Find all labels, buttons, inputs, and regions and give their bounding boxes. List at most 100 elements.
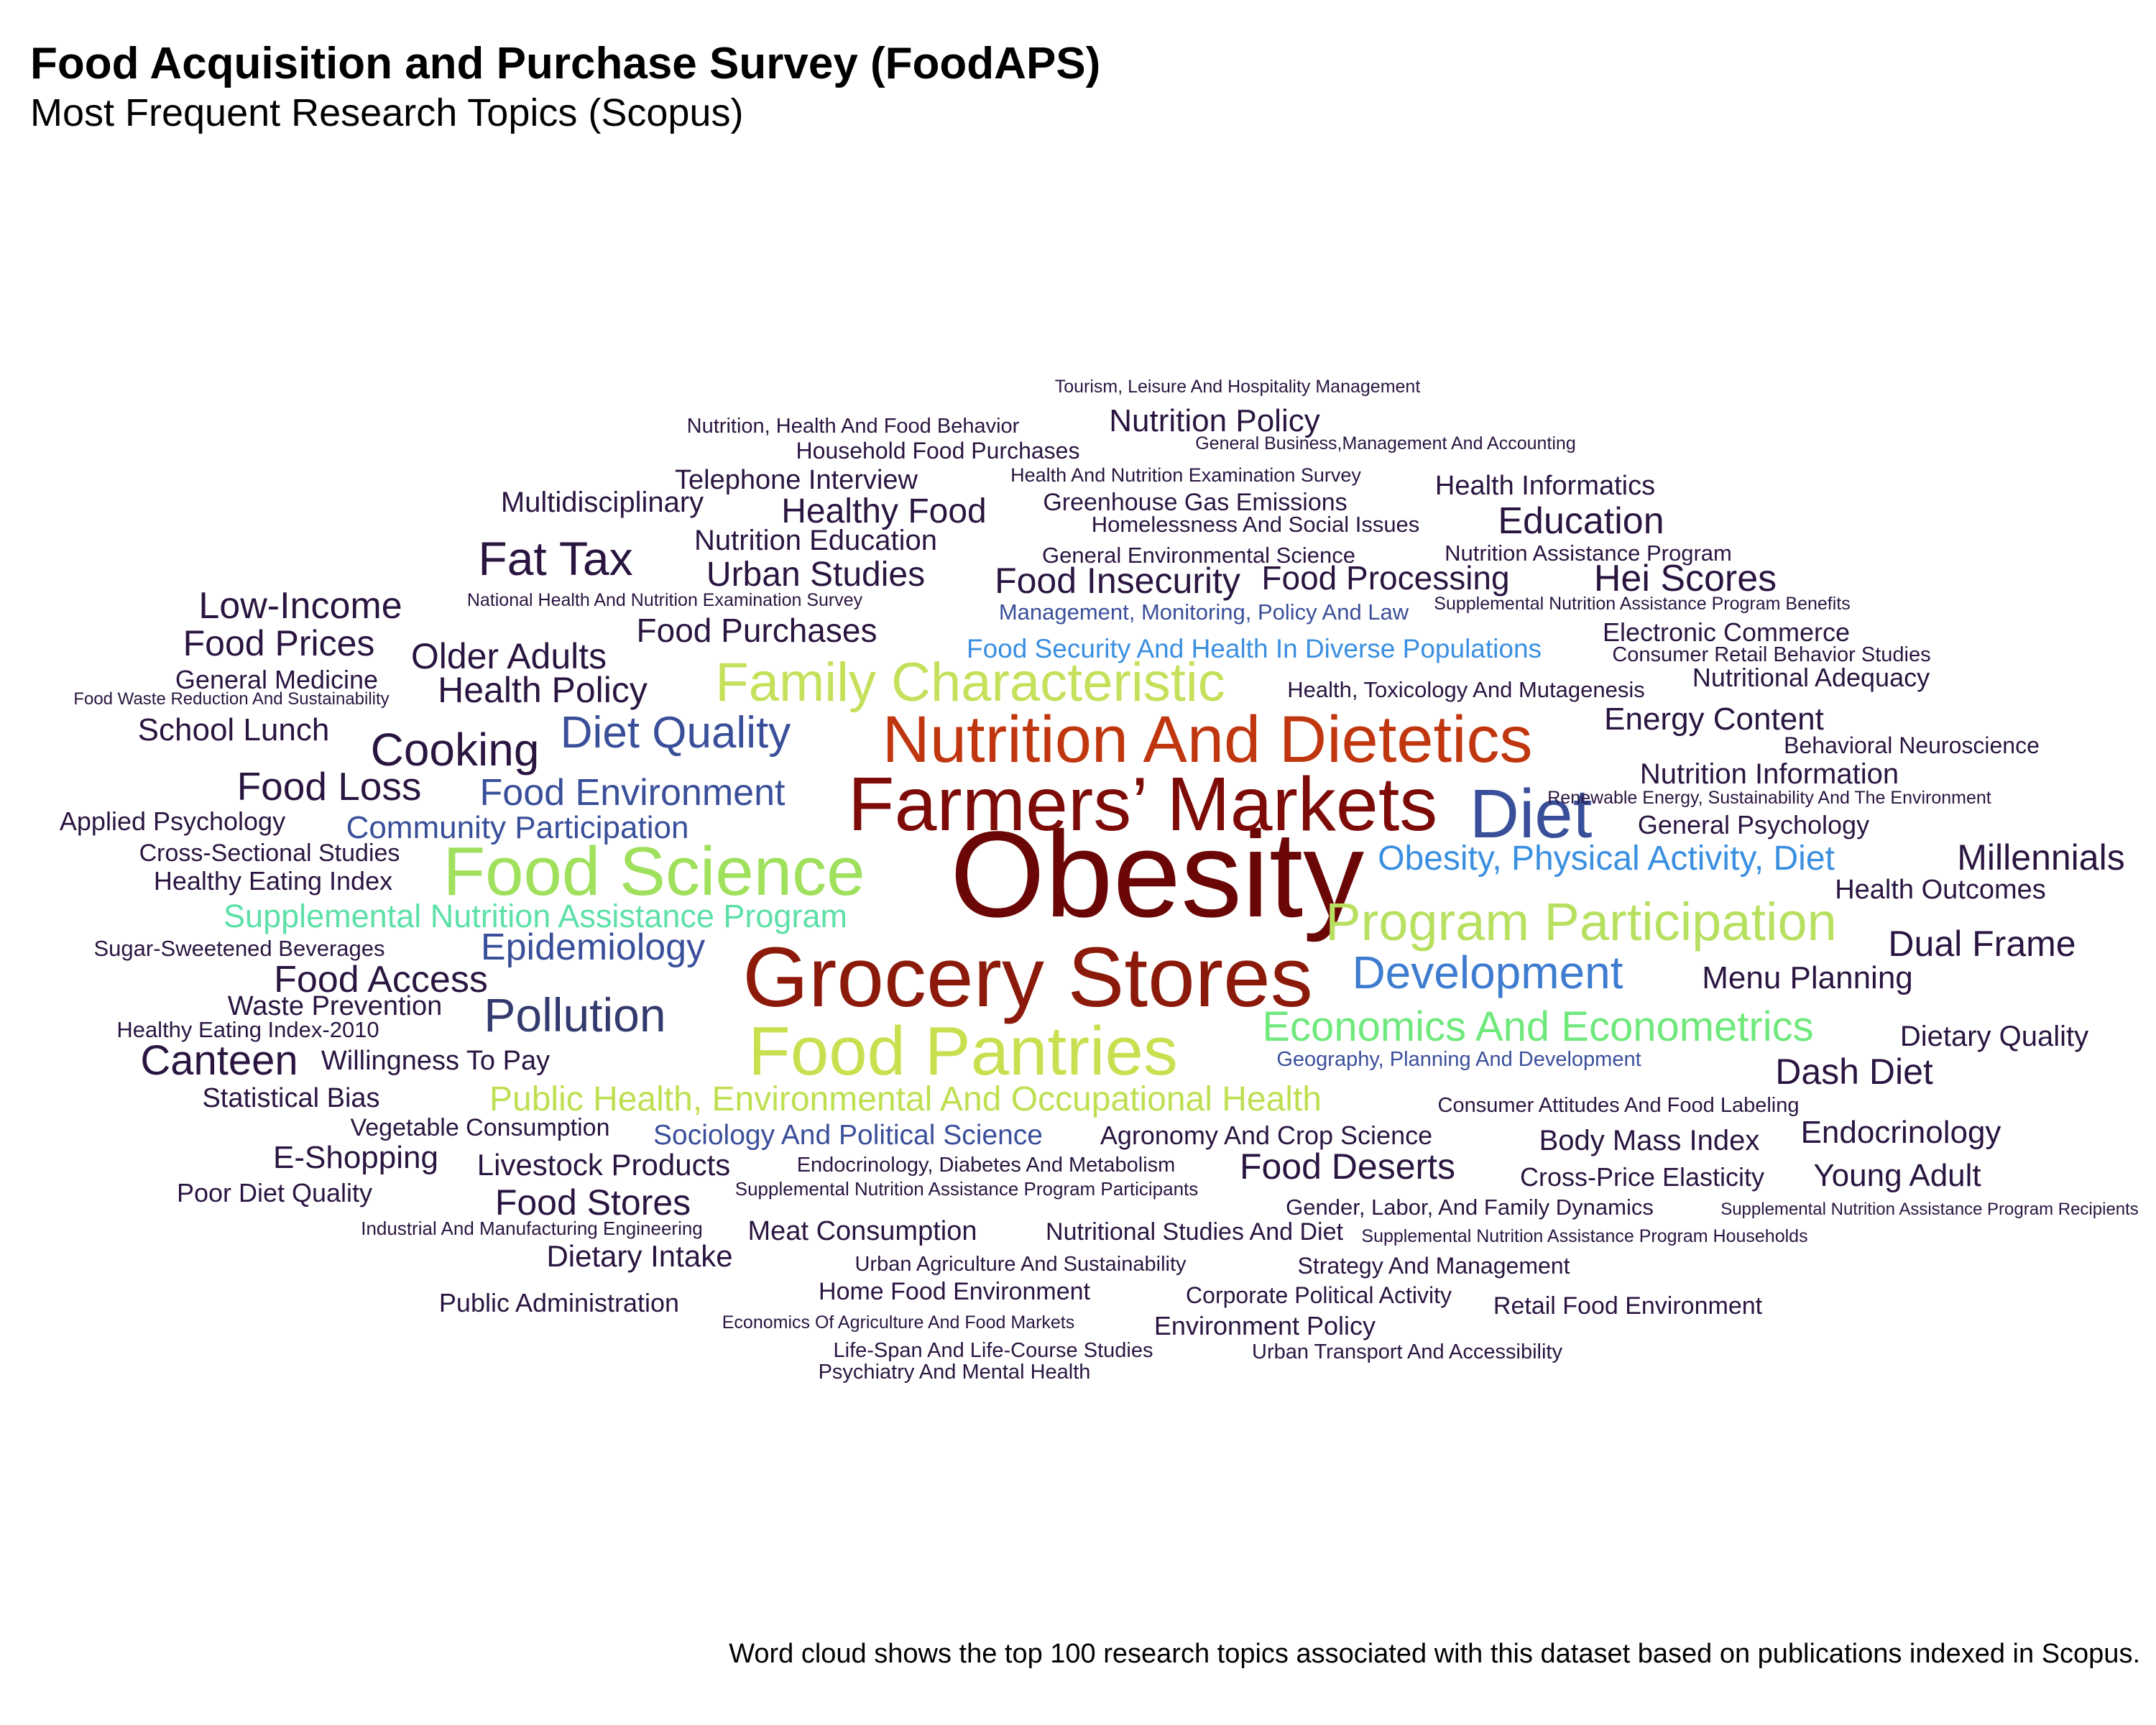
word-food-purchases: Food Purchases	[637, 612, 877, 649]
word-supplemental-nutrition-assistance-program: Supplemental Nutrition Assistance Progra…	[224, 898, 847, 934]
word-school-lunch: School Lunch	[138, 712, 330, 748]
word-nutritional-studies-and-diet: Nutritional Studies And Diet	[1046, 1218, 1343, 1246]
word-supplemental-nutrition-assistance-program-households: Supplemental Nutrition Assistance Progra…	[1361, 1226, 1807, 1246]
word-cross-sectional-studies: Cross-Sectional Studies	[139, 840, 400, 867]
word-nutritional-adequacy: Nutritional Adequacy	[1692, 663, 1930, 692]
word-economics-and-econometrics: Economics And Econometrics	[1262, 1003, 1813, 1050]
word-vegetable-consumption: Vegetable Consumption	[350, 1114, 609, 1141]
word-canteen: Canteen	[140, 1037, 298, 1084]
word-general-psychology: General Psychology	[1638, 810, 1869, 840]
word-menu-planning: Menu Planning	[1702, 960, 1913, 995]
word-food-stores: Food Stores	[495, 1182, 691, 1223]
word-economics-of-agriculture-and-food-markets: Economics Of Agriculture And Food Market…	[722, 1312, 1075, 1333]
word-poor-diet-quality: Poor Diet Quality	[177, 1178, 372, 1208]
word-life-span-and-life-course-studies: Life-Span And Life-Course Studies	[834, 1339, 1153, 1362]
chart-subtitle: Most Frequent Research Topics (Scopus)	[30, 91, 744, 134]
word-household-food-purchases: Household Food Purchases	[796, 438, 1080, 464]
word-corporate-political-activity: Corporate Political Activity	[1186, 1282, 1452, 1308]
word-nutrition-and-dietetics: Nutrition And Dietetics	[882, 703, 1532, 776]
word-healthy-eating-index: Healthy Eating Index	[154, 866, 392, 896]
word-environment-policy: Environment Policy	[1154, 1311, 1376, 1340]
word-endocrinology-diabetes-and-metabolism: Endocrinology, Diabetes And Metabolism	[797, 1154, 1176, 1177]
word-farmers-markets: Farmers’ Markets	[848, 762, 1438, 847]
word-cooking: Cooking	[371, 724, 540, 776]
word-statistical-bias: Statistical Bias	[202, 1083, 379, 1113]
word-telephone-interview: Telephone Interview	[675, 465, 918, 495]
word-health-informatics: Health Informatics	[1435, 471, 1655, 501]
word-consumer-retail-behavior-studies: Consumer Retail Behavior Studies	[1612, 643, 1930, 666]
word-nutrition-policy: Nutrition Policy	[1109, 403, 1319, 438]
word-health-outcomes: Health Outcomes	[1835, 875, 2046, 905]
word-food-processing: Food Processing	[1261, 559, 1509, 597]
word-general-medicine: General Medicine	[175, 665, 378, 694]
word-tourism-leisure-and-hospitality-management: Tourism, Leisure And Hospitality Managem…	[1055, 377, 1421, 397]
word-home-food-environment: Home Food Environment	[819, 1278, 1091, 1305]
word-meat-consumption: Meat Consumption	[748, 1216, 977, 1246]
word-willingness-to-pay: Willingness To Pay	[321, 1046, 550, 1076]
word-nutrition-assistance-program: Nutrition Assistance Program	[1445, 540, 1732, 566]
word-obesity-physical-activity-diet: Obesity, Physical Activity, Diet	[1378, 840, 1835, 878]
word-general-environmental-science: General Environmental Science	[1042, 543, 1355, 568]
word-gender-labor-and-family-dynamics: Gender, Labor, And Family Dynamics	[1286, 1195, 1654, 1220]
word-sociology-and-political-science: Sociology And Political Science	[653, 1120, 1043, 1151]
word-obesity: Obesity	[950, 806, 1364, 943]
word-healthy-food: Healthy Food	[781, 492, 987, 530]
word-cross-price-elasticity: Cross-Price Elasticity	[1520, 1162, 1764, 1192]
word-food-science: Food Science	[443, 833, 865, 910]
word-food-deserts: Food Deserts	[1240, 1146, 1455, 1187]
word-diet: Diet	[1470, 776, 1593, 852]
word-general-business-management-and-accounting: General Business,Management And Accounti…	[1195, 433, 1576, 454]
word-public-administration: Public Administration	[439, 1288, 679, 1317]
word-supplemental-nutrition-assistance-program-participants: Supplemental Nutrition Assistance Progra…	[735, 1178, 1199, 1200]
word-multidisciplinary: Multidisciplinary	[501, 487, 704, 518]
word-dietary-quality: Dietary Quality	[1900, 1021, 2088, 1052]
word-dual-frame: Dual Frame	[1888, 924, 2076, 964]
word-homelessness-and-social-issues: Homelessness And Social Issues	[1092, 512, 1420, 537]
word-industrial-and-manufacturing-engineering: Industrial And Manufacturing Engineering	[361, 1218, 703, 1239]
word-food-insecurity: Food Insecurity	[995, 561, 1240, 601]
word-supplemental-nutrition-assistance-program-recipients: Supplemental Nutrition Assistance Progra…	[1720, 1200, 2139, 1219]
word-food-loss: Food Loss	[237, 764, 422, 809]
word-retail-food-environment: Retail Food Environment	[1493, 1292, 1763, 1320]
word-food-access: Food Access	[274, 959, 488, 1000]
word-greenhouse-gas-emissions: Greenhouse Gas Emissions	[1043, 489, 1347, 516]
word-management-monitoring-policy-and-law: Management, Monitoring, Policy And Law	[999, 599, 1409, 625]
word-energy-content: Energy Content	[1604, 702, 1824, 737]
word-urban-transport-and-accessibility: Urban Transport And Accessibility	[1252, 1340, 1562, 1363]
word-grocery-stores: Grocery Stores	[742, 930, 1312, 1025]
word-agronomy-and-crop-science: Agronomy And Crop Science	[1100, 1121, 1432, 1150]
word-strategy-and-management: Strategy And Management	[1298, 1253, 1570, 1279]
word-food-security-and-health-in-diverse-populations: Food Security And Health In Diverse Popu…	[967, 634, 1542, 663]
word-low-income: Low-Income	[198, 585, 402, 627]
word-geography-planning-and-development: Geography, Planning And Development	[1276, 1048, 1641, 1071]
word-food-prices: Food Prices	[183, 623, 375, 663]
word-family-characteristic: Family Characteristic	[715, 652, 1225, 713]
word-sugar-sweetened-beverages: Sugar-Sweetened Beverages	[94, 936, 385, 961]
word-healthy-eating-index-2010: Healthy Eating Index-2010	[116, 1017, 379, 1042]
word-pollution: Pollution	[484, 988, 665, 1041]
word-livestock-products: Livestock Products	[477, 1148, 731, 1182]
word-nutrition-health-and-food-behavior: Nutrition, Health And Food Behavior	[687, 415, 1020, 438]
word-public-health-environmental-and-occupational-health: Public Health, Environmental And Occupat…	[489, 1080, 1322, 1118]
word-consumer-attitudes-and-food-labeling: Consumer Attitudes And Food Labeling	[1438, 1094, 1800, 1117]
word-endocrinology: Endocrinology	[1801, 1115, 2001, 1150]
word-food-environment: Food Environment	[480, 772, 786, 814]
word-food-pantries: Food Pantries	[748, 1013, 1178, 1090]
word-health-and-nutrition-examination-survey: Health And Nutrition Examination Survey	[1010, 464, 1361, 486]
word-epidemiology: Epidemiology	[481, 926, 705, 968]
word-national-health-and-nutrition-examination-survey: National Health And Nutrition Examinatio…	[467, 590, 863, 610]
chart-caption: Word cloud shows the top 100 research to…	[729, 1639, 2140, 1669]
word-young-adult: Young Adult	[1813, 1158, 1981, 1193]
word-development: Development	[1352, 947, 1623, 998]
word-education: Education	[1498, 500, 1664, 542]
word-urban-agriculture-and-sustainability: Urban Agriculture And Sustainability	[854, 1253, 1187, 1276]
word-health-toxicology-and-mutagenesis: Health, Toxicology And Mutagenesis	[1287, 677, 1644, 702]
word-psychiatry-and-mental-health: Psychiatry And Mental Health	[819, 1361, 1091, 1384]
word-e-shopping: E-Shopping	[273, 1140, 438, 1175]
chart-title: Food Acquisition and Purchase Survey (Fo…	[30, 39, 1101, 88]
word-renewable-energy-sustainability-and-the-environment: Renewable Energy, Sustainability And The…	[1547, 788, 1991, 808]
word-health-policy: Health Policy	[438, 670, 648, 710]
word-older-adults: Older Adults	[411, 636, 607, 676]
word-dash-diet: Dash Diet	[1775, 1052, 1933, 1092]
